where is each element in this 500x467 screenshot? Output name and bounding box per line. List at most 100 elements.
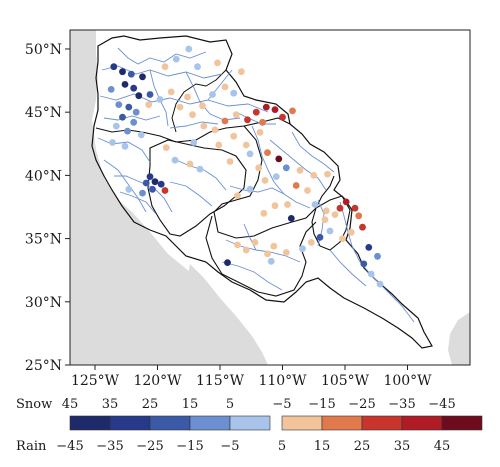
station-point xyxy=(230,132,238,140)
station-point xyxy=(304,187,311,194)
station-point xyxy=(267,257,275,265)
station-point xyxy=(142,179,150,187)
station-point xyxy=(172,55,180,63)
station-point xyxy=(156,96,164,103)
station-point xyxy=(336,204,344,212)
station-point xyxy=(262,103,270,111)
station-point xyxy=(282,249,290,256)
station-point xyxy=(149,185,156,193)
lon-tick-label: 120°W xyxy=(133,373,182,389)
lon-tick-label: 125°W xyxy=(71,373,120,389)
legend-rain-tick: −25 xyxy=(136,439,163,454)
station-point xyxy=(376,280,384,288)
station-point xyxy=(184,93,191,101)
station-point xyxy=(342,198,350,206)
station-point xyxy=(259,118,266,126)
legend-rain-tick: −45 xyxy=(56,439,83,454)
station-point xyxy=(130,118,138,126)
station-point xyxy=(221,83,229,91)
station-point xyxy=(289,107,296,115)
station-point xyxy=(270,242,278,250)
station-points xyxy=(107,45,384,288)
legend-snow-tick: −15 xyxy=(308,397,335,412)
station-point xyxy=(196,165,204,173)
lat-tick-label: 40°N xyxy=(25,168,62,184)
station-point xyxy=(119,113,126,121)
legend-swatch xyxy=(229,415,271,431)
lon-tick-label: 100°W xyxy=(383,373,432,389)
lat-tick-label: 30°N xyxy=(25,295,62,311)
station-point xyxy=(316,233,324,241)
legend-swatch xyxy=(69,415,111,431)
station-point xyxy=(351,204,359,212)
station-point xyxy=(256,129,264,136)
legend-rain-tick: 45 xyxy=(434,439,451,454)
legend-swatch xyxy=(401,415,443,431)
legend-snow-tick: −35 xyxy=(388,397,415,412)
station-point xyxy=(310,172,318,179)
legend-rain-label: Rain xyxy=(16,439,47,454)
station-point xyxy=(215,141,223,149)
legend-swatch xyxy=(149,415,191,431)
subbasin-boundary-colorado-lower xyxy=(205,215,317,297)
legend-snow-tick: 25 xyxy=(142,397,159,412)
station-point xyxy=(112,122,120,130)
station-point xyxy=(146,173,154,181)
station-point xyxy=(292,182,300,189)
station-point xyxy=(331,211,339,219)
lat-tick-label: 35°N xyxy=(25,232,62,248)
station-point xyxy=(200,122,208,130)
legend-rain-tick: −15 xyxy=(176,439,203,454)
station-point xyxy=(214,59,221,67)
station-point xyxy=(272,173,280,181)
legend-snow-tick: 35 xyxy=(102,397,119,412)
station-point xyxy=(234,192,241,200)
legend-swatch xyxy=(281,415,323,431)
subbasin-boundary-rio-grande xyxy=(311,195,351,251)
station-point xyxy=(146,91,154,98)
legend-rain-tick: 5 xyxy=(278,439,286,454)
baja-peninsula xyxy=(188,264,268,365)
station-point xyxy=(189,111,196,119)
station-point xyxy=(194,63,201,71)
station-point xyxy=(271,202,279,210)
station-point xyxy=(347,228,355,236)
legend-snow-tick: 5 xyxy=(226,397,234,412)
station-point xyxy=(242,141,250,149)
latitude-axis: 50°N 45°N 40°N 35°N 30°N 25°N xyxy=(25,42,70,374)
station-point xyxy=(251,239,259,246)
pacific-coast-shading xyxy=(70,30,256,365)
longitude-axis: 125°W 120°W 115°W 110°W 105°W 100°W xyxy=(71,365,432,389)
station-point xyxy=(125,103,133,111)
legend: Snow Rain 45 35 25 15 5−45 −35 −25 −15 −5 −5 −15−… xyxy=(16,397,483,454)
station-point xyxy=(185,45,193,53)
station-point xyxy=(279,113,286,121)
legend-snow-tick: −5 xyxy=(272,397,291,412)
legend-rain-tick: 25 xyxy=(354,439,371,454)
lon-tick-label: 105°W xyxy=(321,373,370,389)
station-point xyxy=(139,73,146,81)
basin-outer-boundary xyxy=(91,35,433,349)
station-point xyxy=(326,227,334,235)
station-point xyxy=(221,117,229,125)
legend-swatch xyxy=(321,415,363,431)
station-point xyxy=(252,108,260,116)
station-point xyxy=(324,170,331,178)
station-point xyxy=(359,223,366,231)
station-point xyxy=(151,178,159,186)
station-point xyxy=(224,259,231,266)
station-point xyxy=(107,86,115,93)
station-point xyxy=(161,187,169,194)
station-point xyxy=(271,106,279,113)
station-point xyxy=(209,91,216,98)
legend-colorbar-blue: 45 35 25 15 5 −45 −35 −25 −15 −5 xyxy=(56,397,271,454)
legend-colorbar-red: −5 −15 −25 −35 −45 5 15 25 35 45 xyxy=(272,397,483,454)
gulf-of-mexico-shading xyxy=(448,312,470,365)
map-frame-border xyxy=(69,29,471,366)
station-point xyxy=(365,244,373,251)
station-point xyxy=(284,201,291,208)
station-point xyxy=(125,185,133,193)
legend-swatch xyxy=(441,415,483,431)
lat-tick-label: 45°N xyxy=(25,105,62,121)
